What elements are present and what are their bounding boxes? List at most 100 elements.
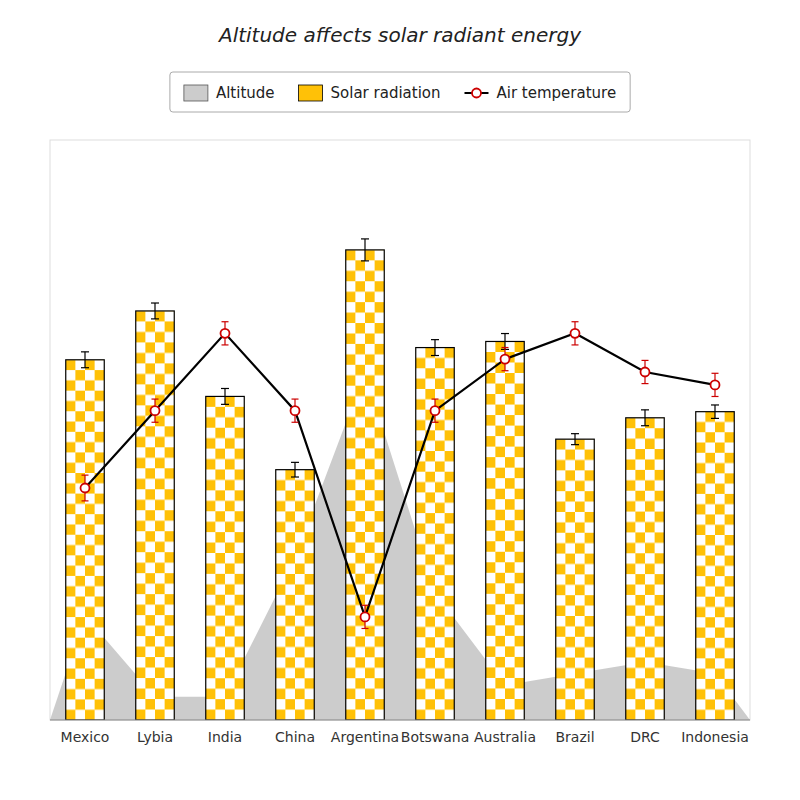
background [0, 0, 800, 800]
temperature-line [85, 333, 715, 617]
bar [416, 348, 455, 720]
x-tick-label: Indonesia [681, 729, 749, 745]
x-tick-label: Australia [474, 729, 536, 745]
error-bar-cap [82, 500, 89, 501]
error-bar-cap [221, 388, 229, 389]
x-tick-label: Mexico [61, 729, 110, 745]
error-bar-cap [291, 476, 299, 477]
error-bar [501, 334, 509, 350]
legend-marker [472, 89, 481, 98]
error-bar-stem [294, 462, 295, 477]
legend-item: Altitude [184, 84, 275, 102]
legend-swatch [184, 85, 208, 101]
error-bar [712, 373, 719, 396]
marker [81, 484, 90, 493]
bar [696, 412, 735, 720]
error-bar-cap [221, 404, 229, 405]
error-bar-stem [364, 239, 365, 261]
bar [136, 311, 175, 720]
bar [66, 360, 105, 720]
error-bar-stem [434, 340, 435, 356]
error-bar [572, 322, 579, 345]
legend-item: Air temperature [464, 84, 616, 102]
error-bar-cap [81, 367, 89, 368]
x-tick-label: Lybia [137, 729, 173, 745]
error-bar-cap [151, 302, 159, 303]
error-bar-cap [711, 404, 719, 405]
bar [206, 396, 245, 720]
error-bar [431, 340, 439, 356]
error-bar-cap [81, 351, 89, 352]
error-bar-cap [712, 396, 719, 397]
plot-area [50, 239, 750, 720]
error-bar-stem [644, 410, 645, 426]
title: Altitude affects solar radiant energy [217, 23, 582, 47]
error-bar-cap [572, 321, 579, 322]
error-bar-stem [574, 434, 575, 445]
bar [486, 341, 525, 720]
error-bar [642, 360, 649, 383]
error-bar [502, 348, 509, 371]
x-tick-label: India [208, 729, 242, 745]
error-bar-cap [152, 398, 159, 399]
error-bar [152, 399, 159, 422]
error-bar-cap [572, 344, 579, 345]
error-bar [361, 239, 369, 261]
legend-label: Air temperature [496, 84, 616, 102]
bar [276, 470, 315, 720]
legend: Altitude Solar radiation Air temperature [170, 72, 630, 112]
marker [431, 406, 440, 415]
marker [641, 368, 650, 377]
error-bar [81, 352, 89, 368]
error-bar-cap [291, 462, 299, 463]
x-tick-label: Brazil [555, 729, 594, 745]
marker [361, 612, 370, 621]
error-bar-cap [641, 425, 649, 426]
legend-item: Solar radiation [299, 84, 441, 102]
error-bar-cap [432, 398, 439, 399]
error-bar-stem [154, 303, 155, 319]
error-bar-cap [152, 422, 159, 423]
marker [711, 380, 720, 389]
error-bar-cap [292, 398, 299, 399]
error-bar-cap [502, 370, 509, 371]
error-bar-cap [362, 628, 369, 629]
x-axis-line [50, 720, 750, 721]
error-bar-cap [431, 355, 439, 356]
x-tick-label: China [275, 729, 315, 745]
legend-frame [170, 72, 630, 112]
error-bar-stem [714, 405, 715, 418]
error-bar-cap [571, 433, 579, 434]
error-bar [641, 410, 649, 426]
error-bar-cap [641, 409, 649, 410]
error-bar-cap [432, 422, 439, 423]
plot-frame [50, 140, 750, 720]
error-bar-stem [224, 388, 225, 404]
error-bar [221, 388, 229, 404]
error-bar-cap [642, 383, 649, 384]
error-bar-cap [711, 418, 719, 419]
error-bar [571, 434, 579, 445]
marker [221, 329, 230, 338]
error-bar [222, 322, 229, 345]
error-bar [362, 605, 369, 628]
x-tick-label: Argentina [331, 729, 399, 745]
bar [346, 250, 385, 720]
bar [556, 439, 595, 720]
error-bar-cap [361, 238, 369, 239]
error-bar [432, 399, 439, 422]
error-bar-cap [642, 360, 649, 361]
error-bar-cap [571, 444, 579, 445]
error-bar-cap [151, 318, 159, 319]
error-bar [292, 399, 299, 422]
error-bar-cap [222, 344, 229, 345]
error-bar-cap [292, 422, 299, 423]
error-bar [151, 303, 159, 319]
marker [571, 329, 580, 338]
error-bar-cap [222, 321, 229, 322]
marker [291, 406, 300, 415]
x-tick-label: DRC [630, 729, 660, 745]
marker [501, 355, 510, 364]
legend-label: Solar radiation [331, 84, 441, 102]
legend-label: Altitude [216, 84, 275, 102]
